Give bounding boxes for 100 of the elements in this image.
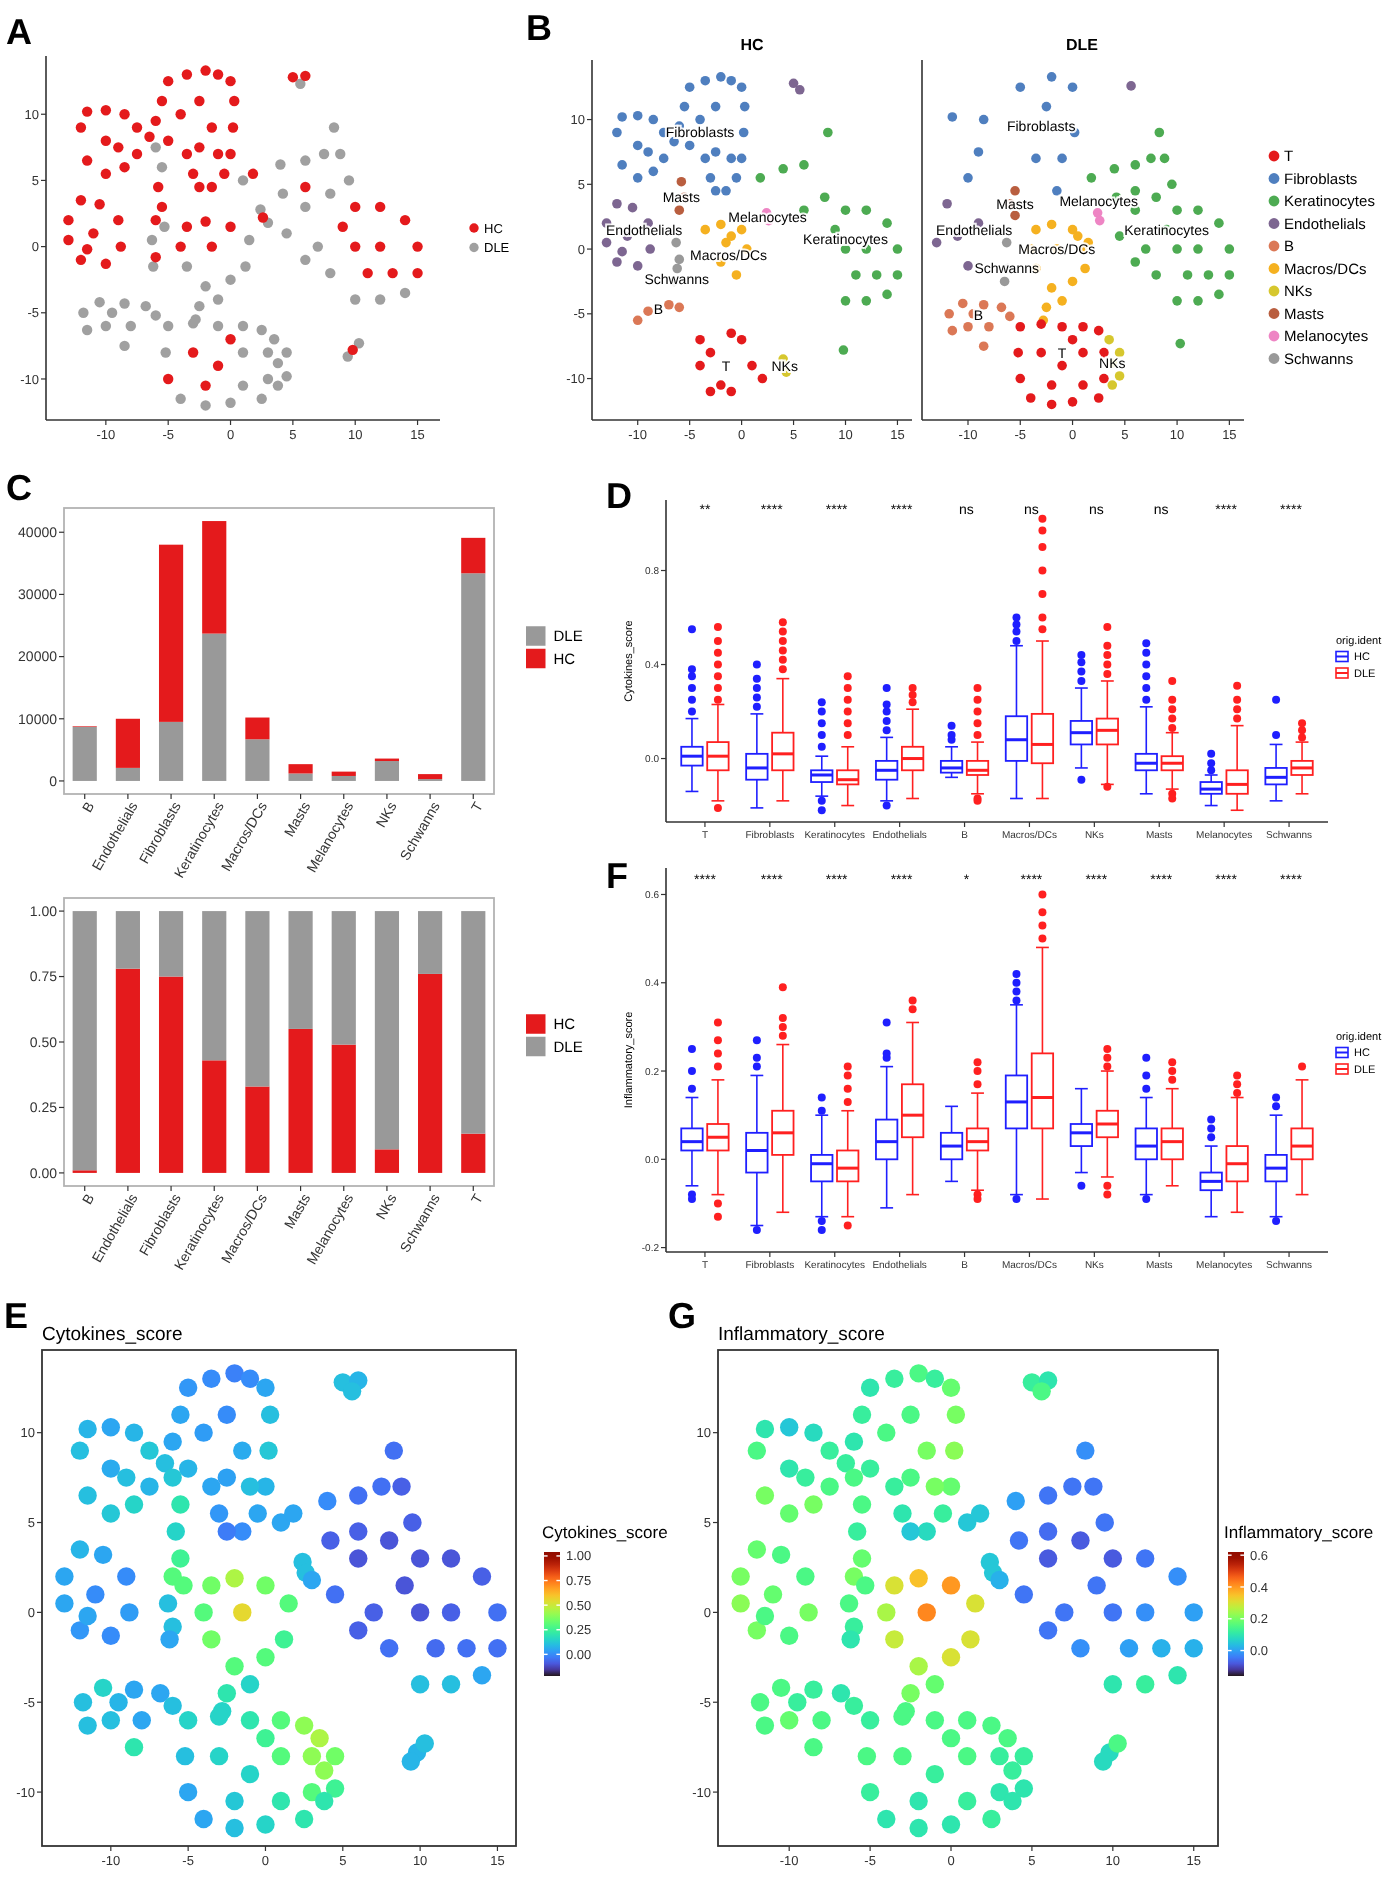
point — [963, 173, 973, 183]
point — [721, 186, 731, 196]
point — [1057, 153, 1067, 164]
point — [1010, 210, 1020, 221]
point — [799, 160, 809, 170]
point — [632, 173, 643, 183]
point — [1072, 231, 1083, 241]
bar — [288, 764, 313, 774]
bar — [72, 726, 97, 781]
point — [840, 205, 851, 216]
point — [1057, 296, 1067, 306]
point — [736, 153, 747, 164]
color-bar-title: Cytokines_score — [542, 1522, 669, 1542]
point — [1172, 244, 1182, 254]
chart-title: HC — [740, 36, 764, 54]
bar — [461, 537, 486, 574]
point — [1130, 257, 1141, 267]
chart-title: Cytokines_score — [42, 1324, 183, 1346]
point — [892, 244, 903, 254]
point — [1154, 127, 1165, 138]
point — [658, 153, 669, 164]
point — [978, 114, 989, 125]
point — [996, 302, 1007, 313]
point — [1057, 321, 1067, 332]
bar — [202, 521, 227, 634]
point — [1224, 270, 1235, 280]
point — [819, 192, 830, 203]
point — [617, 112, 627, 122]
point — [1057, 360, 1067, 371]
point — [973, 147, 984, 157]
point — [1130, 186, 1141, 196]
point — [676, 176, 687, 187]
point — [1067, 224, 1078, 235]
point — [840, 296, 851, 306]
point — [1104, 334, 1114, 345]
point — [705, 347, 716, 358]
point — [1107, 380, 1118, 390]
point — [695, 114, 705, 125]
point — [1093, 325, 1104, 336]
bar — [245, 717, 270, 740]
point — [1036, 347, 1046, 358]
point — [1214, 218, 1224, 228]
point — [632, 140, 643, 151]
point — [931, 237, 942, 248]
bar — [288, 911, 313, 1029]
bar — [158, 721, 184, 781]
point — [1025, 393, 1036, 403]
text: B — [526, 8, 552, 48]
point — [1078, 321, 1088, 332]
bar — [374, 1149, 400, 1173]
point — [695, 360, 705, 371]
point — [739, 101, 750, 112]
point — [947, 325, 958, 336]
point — [942, 198, 952, 209]
point — [648, 166, 659, 177]
point — [963, 321, 973, 332]
point — [1080, 263, 1090, 274]
point — [871, 270, 882, 280]
point — [664, 299, 674, 310]
point — [861, 296, 872, 306]
chart-title: DLE — [1066, 36, 1100, 54]
point — [710, 186, 721, 196]
bar — [331, 775, 356, 781]
bar — [202, 633, 227, 781]
bar — [115, 767, 140, 781]
point — [645, 244, 655, 254]
point — [1193, 205, 1203, 216]
text: D — [606, 476, 632, 516]
bar — [245, 1086, 270, 1173]
point — [1114, 231, 1125, 241]
color-bar-title: Inflammatory_score — [1224, 1522, 1374, 1542]
point — [1013, 347, 1023, 358]
point — [957, 298, 968, 309]
point — [1086, 173, 1097, 183]
bar — [288, 773, 313, 781]
point — [1010, 186, 1020, 196]
point — [1005, 311, 1015, 322]
point — [1078, 347, 1088, 358]
point — [755, 173, 766, 183]
bar — [245, 911, 270, 1087]
point — [978, 299, 989, 310]
point — [1046, 399, 1057, 410]
point — [632, 110, 643, 121]
point — [617, 246, 627, 257]
point — [1130, 160, 1141, 170]
point — [612, 198, 622, 209]
point — [1046, 72, 1057, 82]
point — [788, 78, 799, 89]
point — [1046, 380, 1057, 390]
point — [944, 309, 954, 319]
point — [612, 257, 622, 267]
point — [1193, 296, 1203, 306]
bar — [418, 911, 443, 974]
point — [1114, 371, 1125, 381]
bar — [461, 911, 486, 1134]
point — [695, 334, 705, 345]
point — [882, 218, 892, 228]
point — [710, 101, 721, 112]
point — [892, 270, 903, 280]
point — [738, 127, 749, 138]
